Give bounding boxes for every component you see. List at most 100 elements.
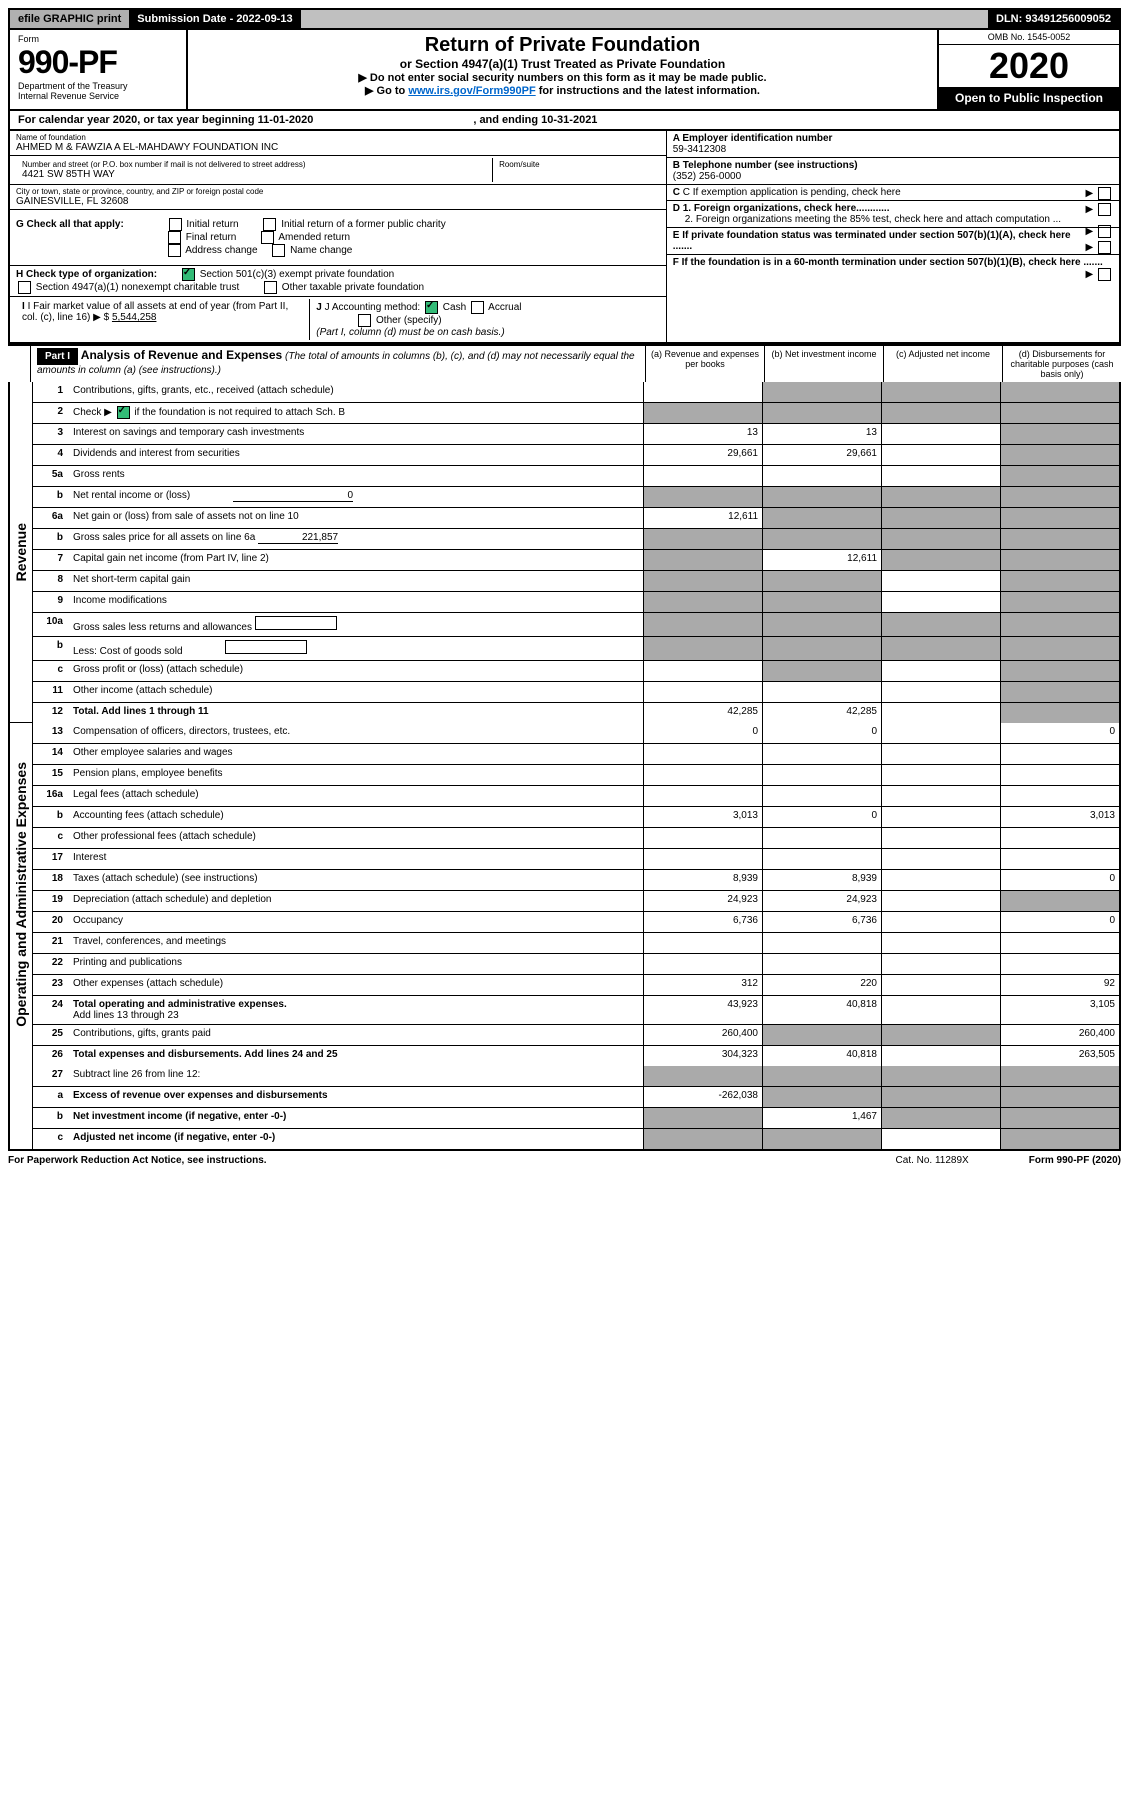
line-16b: Accounting fees (attach schedule) (69, 807, 643, 827)
checkbox-4947[interactable] (18, 281, 31, 294)
f-label: F If the foundation is in a 60-month ter… (673, 257, 1103, 268)
fmv-value: 5,544,258 (112, 312, 157, 323)
line-11: Other income (attach schedule) (69, 682, 643, 702)
l26-a: 304,323 (643, 1046, 762, 1066)
l24-d: 3,105 (1000, 996, 1119, 1024)
line-12: Total. Add lines 1 through 11 (69, 703, 643, 723)
line-16c: Other professional fees (attach schedule… (69, 828, 643, 848)
checkbox-501c3[interactable] (182, 268, 195, 281)
l25-a: 260,400 (643, 1025, 762, 1045)
line-8: Net short-term capital gain (69, 571, 643, 591)
l16b-d: 3,013 (1000, 807, 1119, 827)
checkbox-other-taxable[interactable] (264, 281, 277, 294)
line-27c: Adjusted net income (if negative, enter … (69, 1129, 643, 1149)
open-to-public: Open to Public Inspection (939, 87, 1119, 109)
revenue-label: Revenue (13, 523, 29, 581)
expenses-label: Operating and Administrative Expenses (13, 762, 29, 1027)
checkbox-d1[interactable] (1098, 203, 1111, 216)
dln: DLN: 93491256009052 (988, 10, 1119, 28)
line-10c: Gross profit or (loss) (attach schedule) (69, 661, 643, 681)
arrow-c: ▶ (1086, 188, 1094, 199)
city-label: City or town, state or province, country… (16, 187, 660, 196)
j-accrual: Accrual (488, 302, 521, 313)
opt-amended: Amended return (278, 232, 350, 243)
info-left: Name of foundation AHMED M & FAWZIA A EL… (10, 131, 666, 342)
form-title: Return of Private Foundation (196, 34, 929, 57)
line-6b: Gross sales price for all assets on line… (69, 529, 643, 549)
j-note: (Part I, column (d) must be on cash basi… (316, 327, 504, 338)
expenses-sidebar: Operating and Administrative Expenses (10, 723, 33, 1066)
calendar-year-row: For calendar year 2020, or tax year begi… (8, 111, 1121, 131)
line-5b: Net rental income or (loss) 0 (69, 487, 643, 507)
sub3-prefix: ▶ Go to (365, 85, 408, 97)
sub3-suffix: for instructions and the latest informat… (536, 85, 760, 97)
checkbox-c[interactable] (1098, 187, 1111, 200)
efile-label[interactable]: efile GRAPHIC print (10, 10, 129, 28)
h-label: H Check type of organization: (16, 269, 157, 280)
info-right: A Employer identification number 59-3412… (666, 131, 1119, 342)
info-block: Name of foundation AHMED M & FAWZIA A EL… (8, 131, 1121, 344)
checkbox-schb[interactable] (117, 406, 130, 419)
line-7: Capital gain net income (from Part IV, l… (69, 550, 643, 570)
l26-d: 263,505 (1000, 1046, 1119, 1066)
l23-a: 312 (643, 975, 762, 995)
line-20: Occupancy (69, 912, 643, 932)
part1-desc: Part I Analysis of Revenue and Expenses … (31, 346, 645, 382)
line-10a: Gross sales less returns and allowances (69, 613, 643, 636)
checkbox-final[interactable] (168, 231, 181, 244)
checkbox-accrual[interactable] (471, 301, 484, 314)
line-4: Dividends and interest from securities (69, 445, 643, 465)
part1-title: Analysis of Revenue and Expenses (81, 348, 282, 362)
form-subtitle2: ▶ Do not enter social security numbers o… (196, 71, 929, 84)
col-b-header: (b) Net investment income (764, 346, 883, 382)
e-label: E If private foundation status was termi… (673, 230, 1071, 252)
page-footer: For Paperwork Reduction Act Notice, see … (8, 1151, 1121, 1166)
l13-d: 0 (1000, 723, 1119, 743)
section-c: C C If exemption application is pending,… (667, 185, 1119, 201)
section-i-j: I I Fair market value of all assets at e… (10, 297, 666, 342)
checkbox-other-method[interactable] (358, 314, 371, 327)
irs-link[interactable]: www.irs.gov/Form990PF (408, 85, 535, 97)
line-16a: Legal fees (attach schedule) (69, 786, 643, 806)
checkbox-cash[interactable] (425, 301, 438, 314)
checkbox-d2[interactable] (1098, 225, 1111, 238)
arrow-d2: ▶ (1086, 226, 1094, 237)
part1-header-row: Part I Analysis of Revenue and Expenses … (8, 344, 1121, 382)
line-5a: Gross rents (69, 466, 643, 486)
line-9: Income modifications (69, 592, 643, 612)
opt-addrchg: Address change (185, 245, 257, 256)
l24-a: 43,923 (643, 996, 762, 1024)
opt-namechg: Name change (290, 245, 352, 256)
section-h: H Check type of organization: Section 50… (10, 266, 666, 297)
l3-b: 13 (762, 424, 881, 444)
header-right: OMB No. 1545-0052 2020 Open to Public In… (937, 30, 1119, 109)
foundation-name: AHMED M & FAWZIA A EL-MAHDAWY FOUNDATION… (16, 142, 660, 153)
footer-left: For Paperwork Reduction Act Notice, see … (8, 1155, 267, 1166)
j-other: Other (specify) (376, 315, 442, 326)
calyear-begin: For calendar year 2020, or tax year begi… (18, 114, 313, 126)
form-header: Form 990-PF Department of the Treasury I… (8, 30, 1121, 111)
checkbox-initial-return[interactable] (169, 218, 182, 231)
checkbox-address-change[interactable] (168, 244, 181, 257)
l19-a: 24,923 (643, 891, 762, 911)
line-25: Contributions, gifts, grants paid (69, 1025, 643, 1045)
checkbox-f[interactable] (1098, 268, 1111, 281)
l12-a: 42,285 (643, 703, 762, 723)
l7-b: 12,611 (762, 550, 881, 570)
arrow-d1: ▶ (1086, 204, 1094, 215)
part1-table: Revenue 1Contributions, gifts, grants, e… (8, 382, 1121, 1151)
city-row: City or town, state or province, country… (10, 185, 666, 210)
revenue-sidebar: Revenue (10, 382, 33, 723)
foundation-name-row: Name of foundation AHMED M & FAWZIA A EL… (10, 131, 666, 156)
checkbox-amended[interactable] (261, 231, 274, 244)
j-cash: Cash (443, 302, 466, 313)
checkbox-initial-former[interactable] (263, 218, 276, 231)
checkbox-name-change[interactable] (272, 244, 285, 257)
l16b-a: 3,013 (643, 807, 762, 827)
line-10b: Less: Cost of goods sold (69, 637, 643, 660)
line-13: Compensation of officers, directors, tru… (69, 723, 643, 743)
line-23: Other expenses (attach schedule) (69, 975, 643, 995)
checkbox-e[interactable] (1098, 241, 1111, 254)
line-15: Pension plans, employee benefits (69, 765, 643, 785)
d1-label: D 1. Foreign organizations, check here..… (673, 203, 890, 214)
